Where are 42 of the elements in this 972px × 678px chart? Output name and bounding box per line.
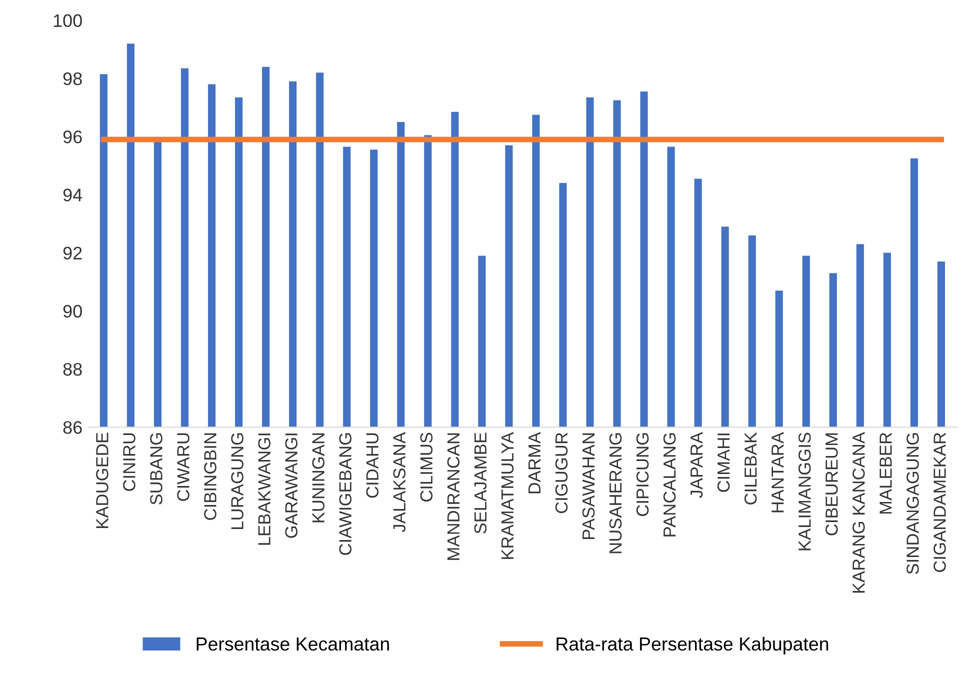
x-tick-label: LURAGUNG [231,433,244,529]
y-tick-label: 88 [63,362,82,376]
x-tick-label: KADUGEDE [96,432,108,528]
x-tick-label: CIGANDAMEKAR [934,432,946,572]
x-tick-label: JAPARA [690,432,703,498]
y-tick-label: 86 [63,421,82,434]
x-tick-label: SINDANGAGUNG [906,433,919,574]
x-tick-label: KALIMANGGIS [798,432,811,550]
x-tick-label: CIDAHU [366,433,379,498]
x-tick-label: JALAKSANA [393,432,406,532]
x-tick-label: KARANG KANCANA [852,432,865,593]
x-tick-label: CIAWIGEBANG [339,433,352,555]
x-tick-label: CIGUGUR [555,432,568,514]
x-tick-label: MANDIRANCAN [447,433,460,560]
y-tick-label: 92 [63,246,82,260]
x-tick-label: CILEBAK [744,432,757,504]
y-tick-label: 96 [63,130,82,144]
x-tick-label: MALEBER [880,432,892,514]
y-tick-label: 100 [54,14,82,28]
x-tick-label: CIBINGBIN [204,433,216,520]
y-tick-label: 94 [63,188,82,202]
x-tick-label: PANCALANG [663,433,676,536]
x-tick-label: CIWARU [177,433,190,501]
x-tick-label: NUSAHERANG [609,433,622,554]
y-tick-label: 98 [63,72,82,86]
legend-label: Persentase Kecamatan [196,638,389,651]
legend-label: Rata-rata Persentase Kabupaten [556,636,828,654]
x-tick-label: SUBANG [150,433,162,505]
x-tick-label: LEBAKWANGI [258,434,270,545]
x-tick-label: KRAMATMULYA [501,432,514,559]
x-tick-label: DARMA [528,432,540,494]
x-tick-label: SELAJAMBE [474,432,487,534]
x-tick-label: CILIMUS [420,432,433,502]
x-tick-label: CIMAHI [717,434,730,492]
x-tick-label: PASAWAHAN [582,433,595,539]
x-tick-label: CIPICUNG [636,433,649,516]
x-tick-label: GARAWANGI [285,434,298,538]
x-tick-label: HANTARA [772,432,784,512]
y-tick-label: 90 [63,304,82,318]
x-tick-label: CIBEUREUM [826,433,838,536]
x-tick-label: KUNINGAN [312,433,324,522]
x-tick-label: CINIRU [123,433,136,491]
